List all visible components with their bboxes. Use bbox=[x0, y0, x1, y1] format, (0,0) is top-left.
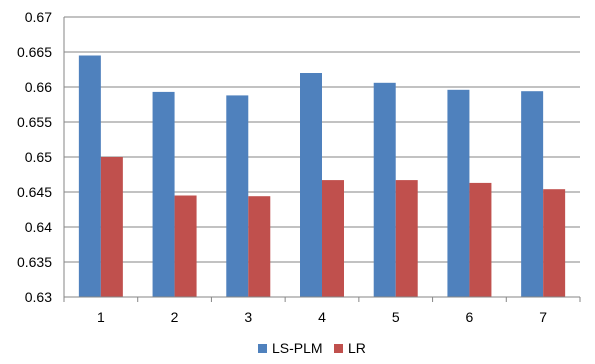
bar-ls-plm-7 bbox=[521, 91, 544, 297]
x-tick-label: 2 bbox=[171, 309, 179, 325]
x-tick-label: 5 bbox=[392, 309, 400, 325]
y-tick-label: 0.67 bbox=[25, 9, 52, 25]
bar-ls-plm-4 bbox=[300, 73, 322, 297]
x-tick-label: 6 bbox=[466, 309, 474, 325]
bar-lr-3 bbox=[248, 196, 271, 297]
y-tick-label: 0.66 bbox=[25, 79, 52, 95]
bar-lr-5 bbox=[395, 180, 418, 297]
x-tick-label: 1 bbox=[97, 309, 105, 325]
bar-ls-plm-5 bbox=[373, 82, 396, 297]
bars bbox=[78, 55, 566, 298]
x-tick-label: 7 bbox=[539, 309, 547, 325]
x-tick-label: 3 bbox=[244, 309, 252, 325]
bar-lr-6 bbox=[469, 182, 492, 297]
bar-ls-plm-2 bbox=[152, 91, 175, 298]
y-axis: 0.63 0.635 0.64 0.645 0.65 0.655 0.66 0.665 0.67 bbox=[17, 9, 65, 305]
x-tick-label: 4 bbox=[318, 309, 326, 325]
y-tick-label: 0.64 bbox=[25, 219, 52, 235]
legend-swatch-ls-plm bbox=[258, 344, 267, 353]
y-tick-label: 0.655 bbox=[17, 114, 52, 130]
bar-lr-7 bbox=[543, 189, 566, 297]
bar-ls-plm-1 bbox=[78, 55, 101, 297]
legend: LS-PLM LR bbox=[258, 340, 366, 356]
bar-lr-4 bbox=[322, 180, 344, 297]
y-tick-label: 0.63 bbox=[25, 289, 52, 305]
bar-ls-plm-3 bbox=[226, 95, 249, 298]
legend-swatch-lr bbox=[334, 344, 343, 353]
y-tick-label: 0.665 bbox=[17, 44, 52, 60]
y-tick-label: 0.635 bbox=[17, 254, 52, 270]
bar-lr-1 bbox=[100, 157, 123, 297]
legend-label: LS-PLM bbox=[272, 340, 323, 356]
bar-lr-2 bbox=[174, 195, 197, 297]
legend-label: LR bbox=[348, 340, 366, 356]
y-tick-label: 0.65 bbox=[25, 149, 52, 165]
y-tick-label: 0.645 bbox=[17, 184, 52, 200]
bar-ls-plm-6 bbox=[447, 89, 470, 297]
x-axis: 1 2 3 4 5 6 7 bbox=[63, 296, 581, 325]
